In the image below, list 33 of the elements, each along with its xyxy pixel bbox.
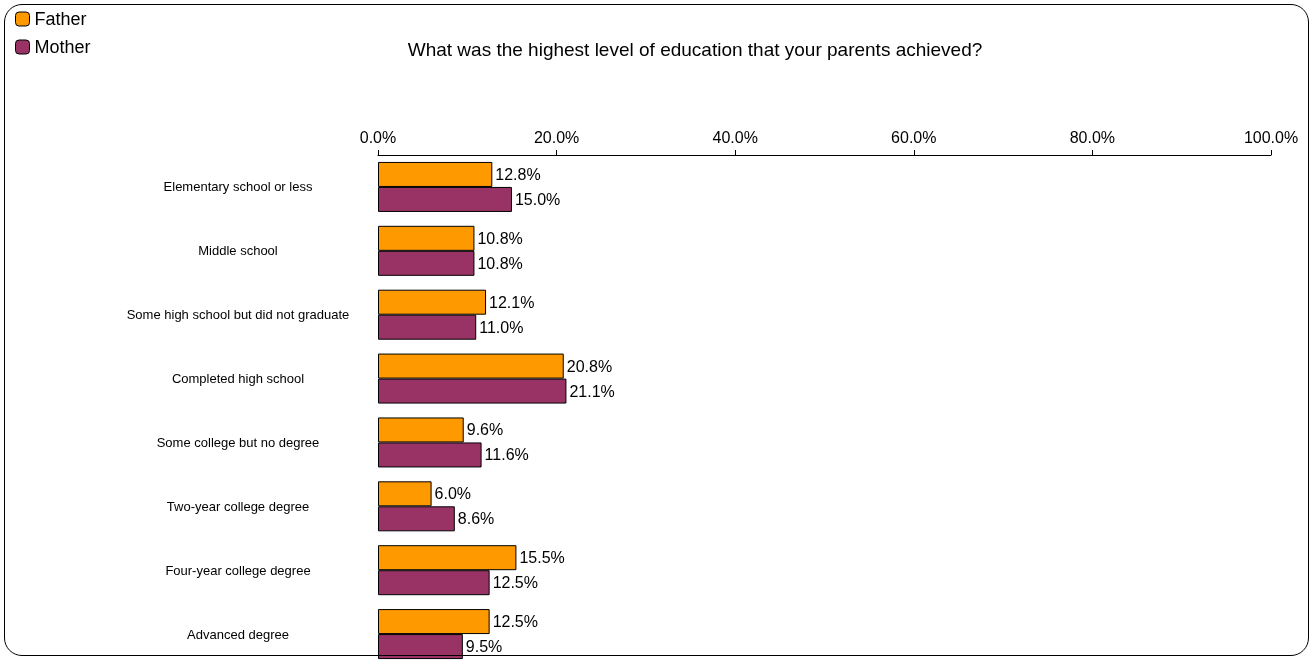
- x-tick-label: 0.0%: [359, 128, 397, 146]
- x-tick-label: 80.0%: [1069, 128, 1116, 146]
- data-label: 10.8%: [477, 254, 523, 272]
- y-tick-label: Some college but no degree: [156, 434, 320, 450]
- y-tick-label: Two-year college degree: [166, 498, 310, 514]
- x-tick-label: 40.0%: [712, 128, 758, 146]
- data-label: 15.5%: [519, 549, 565, 567]
- data-label: 8.6%: [457, 510, 495, 528]
- data-label: 21.1%: [569, 382, 615, 400]
- data-label: 12.8%: [495, 165, 541, 183]
- data-label: 12.5%: [492, 613, 538, 631]
- data-label: 20.8%: [566, 357, 613, 375]
- chart-title: What was the highest level of education that your parents achieved?: [407, 39, 983, 60]
- y-tick-label: Advanced degree: [187, 626, 289, 642]
- data-label: 6.0%: [434, 485, 472, 503]
- data-label: 10.8%: [477, 229, 523, 247]
- y-tick-label: Middle school: [198, 243, 278, 259]
- x-tick-label: 60.0%: [891, 128, 937, 146]
- legend-label: Father: [34, 9, 87, 29]
- data-label: 12.1%: [489, 293, 535, 311]
- data-label: 9.6%: [466, 421, 504, 439]
- data-label: 9.5%: [465, 638, 503, 656]
- y-tick-label: Completed high school: [171, 371, 305, 387]
- data-label: 15.0%: [514, 190, 561, 208]
- data-label: 11.6%: [484, 446, 529, 464]
- data-label: 11.0%: [479, 318, 524, 336]
- legend-label: Mother: [34, 37, 91, 57]
- x-tick-label: 20.0%: [533, 128, 580, 146]
- y-tick-label: Some high school but did not graduate: [126, 307, 350, 323]
- x-tick-label: 100.0%: [1243, 128, 1299, 146]
- y-tick-label: Elementary school or less: [163, 179, 313, 195]
- y-tick-label: Four-year college degree: [165, 562, 311, 578]
- data-label: 12.5%: [492, 574, 538, 592]
